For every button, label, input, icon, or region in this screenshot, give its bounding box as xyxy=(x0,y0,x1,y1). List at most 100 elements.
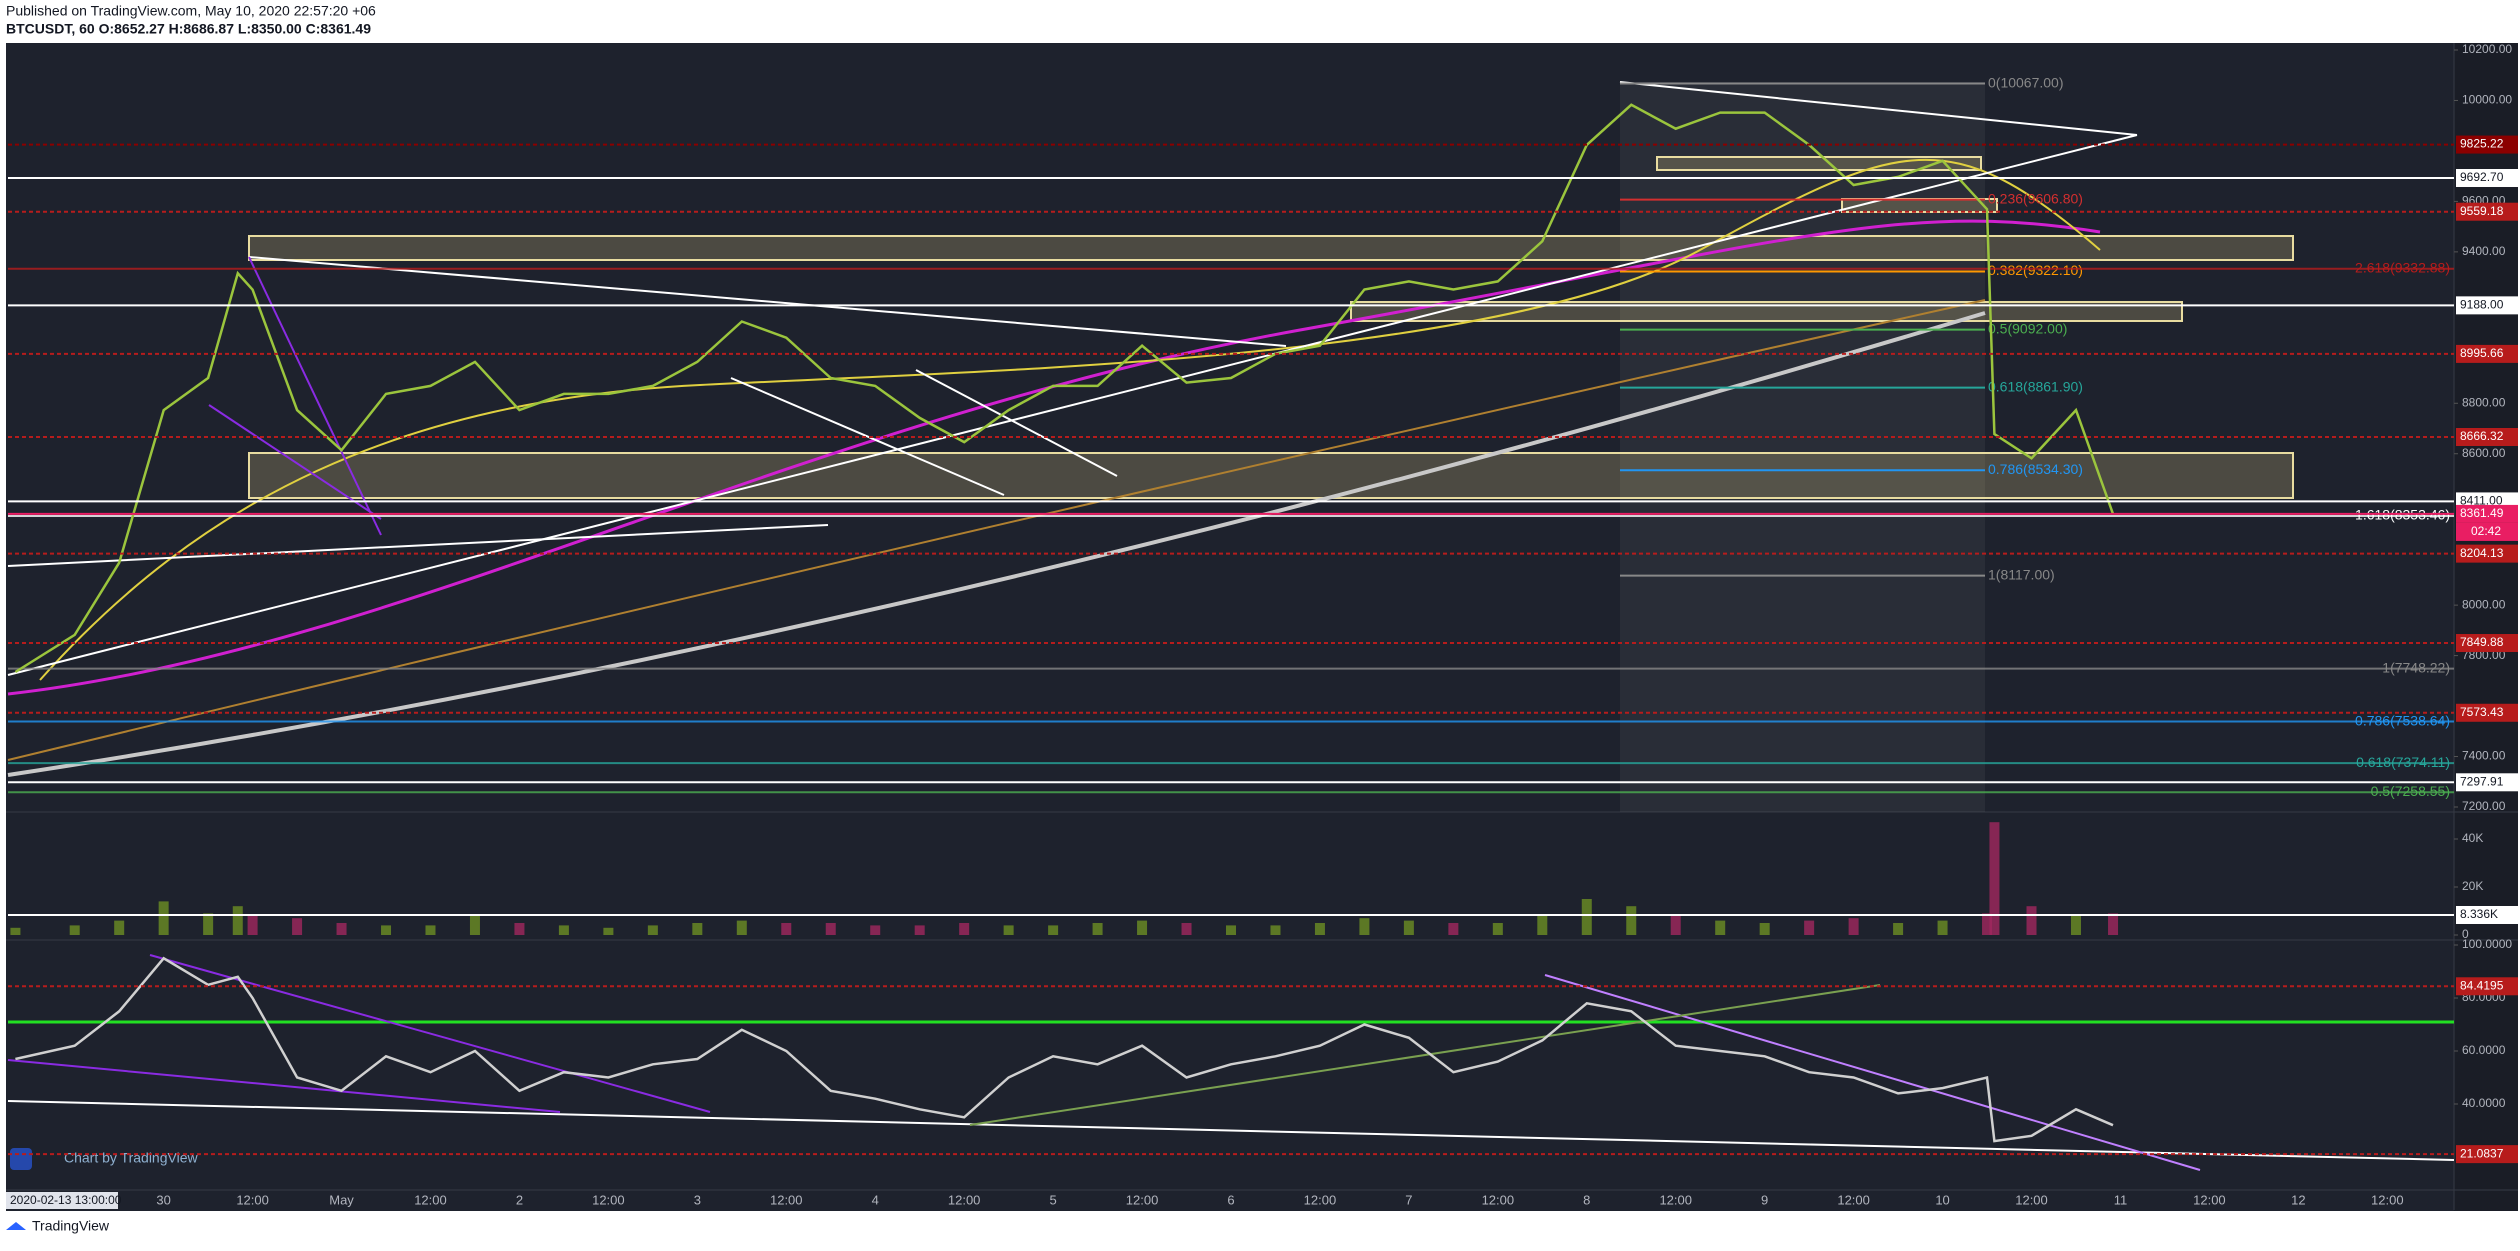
ma-step xyxy=(39,159,2101,681)
volume-bar xyxy=(1937,920,1948,935)
y-tick-label: 8600.00 xyxy=(2462,446,2506,460)
level-label: 7573.43 xyxy=(2460,705,2504,719)
volume-bar xyxy=(781,923,792,935)
level-box xyxy=(2456,905,2518,924)
volume-bar xyxy=(1092,923,1103,935)
cursor-box xyxy=(6,1192,118,1209)
x-tick-label: 30 xyxy=(156,1192,170,1207)
ma-200 xyxy=(7,311,1986,777)
volume-bar xyxy=(292,918,303,935)
y-tick-label: 0 xyxy=(2462,927,2469,941)
volume-bar xyxy=(1670,915,1681,935)
level-box xyxy=(2456,135,2518,154)
y-tick-label: 10200.00 xyxy=(2462,42,2512,56)
x-tick-label: 11 xyxy=(2114,1192,2128,1207)
level-label: 7297.91 xyxy=(2460,774,2504,788)
fib-ext-label: 1(7748.22) xyxy=(2382,659,2450,675)
volume-bar xyxy=(1492,923,1503,935)
volume-bar xyxy=(1537,915,1548,935)
volume-bar xyxy=(514,923,525,935)
x-tick-label: 12:00 xyxy=(414,1192,447,1207)
x-tick-label: 12:00 xyxy=(1304,1192,1337,1207)
trendline xyxy=(7,1100,2455,1161)
level-label: 8361.49 xyxy=(2460,506,2504,520)
y-tick-label: 60.0000 xyxy=(2462,1043,2506,1057)
volume-bar xyxy=(736,920,747,935)
x-tick-label: 12:00 xyxy=(2015,1192,2048,1207)
volume-bar xyxy=(1848,918,1859,935)
volume-bar xyxy=(558,925,569,935)
volume-bar xyxy=(247,915,258,935)
volume-bar xyxy=(158,901,169,935)
fib-label: 0.786(8534.30) xyxy=(1988,461,2083,477)
volume-bar xyxy=(469,915,480,935)
volume-bar xyxy=(1626,906,1637,935)
trendline xyxy=(149,954,711,1113)
trendline xyxy=(7,134,2138,676)
level-box xyxy=(2456,1145,2518,1164)
fib-zone xyxy=(1620,82,1985,812)
volume-bar xyxy=(203,913,214,935)
x-tick-label: 6 xyxy=(1227,1192,1234,1207)
level-label: 7849.88 xyxy=(2460,635,2504,649)
x-tick-label: 12 xyxy=(2291,1192,2305,1207)
level-box xyxy=(2456,977,2518,996)
level-box xyxy=(2456,202,2518,221)
trendline xyxy=(208,404,382,520)
fib-label: 0.236(9606.80) xyxy=(1988,190,2083,206)
volume-bar xyxy=(1226,925,1236,935)
fib-label: 0.618(8861.90) xyxy=(1988,378,2083,394)
level-label: 9692.70 xyxy=(2460,170,2504,184)
x-tick-label: 4 xyxy=(872,1192,879,1207)
fib-label: 0.382(9322.10) xyxy=(1988,262,2083,278)
published: Published on TradingView.com, May 10, 20… xyxy=(6,3,376,19)
x-tick-label: 7 xyxy=(1405,1192,1412,1207)
volume-bar xyxy=(692,923,703,935)
volume-bar xyxy=(1804,920,1815,935)
y-tick-label: 100.0000 xyxy=(2462,937,2512,951)
fib-ext-label: 0.786(7538.64) xyxy=(2355,712,2450,728)
trendline xyxy=(1544,974,2201,1171)
x-tick-label: 12:00 xyxy=(1482,1192,1515,1207)
trendline xyxy=(969,984,1881,1126)
volume-bar xyxy=(914,925,925,935)
x-tick-label: 12:00 xyxy=(2371,1192,2404,1207)
volume-bar xyxy=(825,923,836,935)
volume-bar xyxy=(2026,906,2037,935)
level-box xyxy=(2456,544,2518,563)
level-label: 9559.18 xyxy=(2460,204,2504,218)
y-tick-label: 7400.00 xyxy=(2462,749,2506,763)
volume-bar xyxy=(381,925,392,935)
axis-bg xyxy=(2454,43,2518,1211)
trendline xyxy=(915,369,1118,477)
x-tick-label: 12:00 xyxy=(592,1192,625,1207)
y-tick-label: 40K xyxy=(2462,831,2483,845)
y-tick-label: 8000.00 xyxy=(2462,597,2506,611)
trendline xyxy=(248,256,382,536)
countdown: 02:42 xyxy=(2471,524,2501,538)
fib-label: 0.5(9092.00) xyxy=(1988,320,2067,336)
volume-bar xyxy=(2108,913,2119,935)
x-tick-label: 9 xyxy=(1761,1192,1768,1207)
trendline xyxy=(7,524,829,567)
fib-ext-label: 0.618(7374.11) xyxy=(2356,754,2450,770)
level-box xyxy=(2456,504,2518,523)
level-box xyxy=(2456,427,2518,446)
zone xyxy=(248,452,2294,499)
y-tick-label: 7200.00 xyxy=(2462,799,2506,813)
level-label: 8411.00 xyxy=(2460,494,2503,508)
volume-bar xyxy=(232,906,243,935)
level-label: 9188.00 xyxy=(2460,298,2504,312)
x-tick-label: 10 xyxy=(1935,1192,1949,1207)
x-tick-label: 12:00 xyxy=(2193,1192,2226,1207)
y-tick-label: 10000.00 xyxy=(2462,93,2512,107)
volume-bar xyxy=(1270,925,1281,935)
x-tick-label: 12:00 xyxy=(1659,1192,1692,1207)
trendline xyxy=(1619,81,2138,136)
volume-bar xyxy=(2070,915,2081,935)
volume-bar xyxy=(1359,918,1370,935)
y-tick-label: 40.0000 xyxy=(2462,1096,2506,1110)
zone xyxy=(1841,198,1998,213)
volume-bar xyxy=(959,923,970,935)
